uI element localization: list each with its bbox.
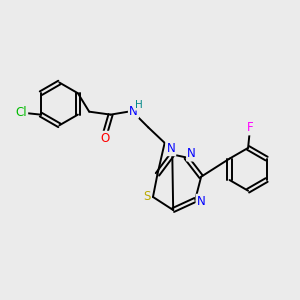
Text: Cl: Cl (15, 106, 27, 119)
Text: S: S (143, 190, 151, 203)
Text: N: N (197, 195, 206, 208)
Text: H: H (135, 100, 143, 110)
Text: N: N (129, 105, 138, 118)
Text: O: O (100, 132, 110, 145)
Text: F: F (247, 121, 253, 134)
Text: N: N (167, 142, 175, 155)
Text: N: N (187, 147, 196, 161)
